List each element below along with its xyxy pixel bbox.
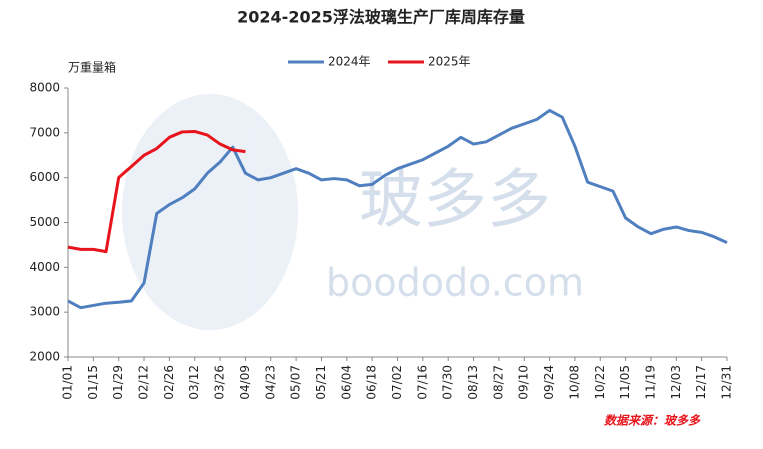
watermark-text: 玻多多 (359, 164, 551, 238)
x-tick-label: 06/04 (339, 365, 353, 400)
watermark: 玻多多 boododo.com (122, 94, 584, 330)
x-tick-label: 09/10 (517, 365, 531, 400)
x-tick-label: 12/31 (720, 365, 734, 400)
x-tick-label: 08/13 (466, 365, 480, 400)
x-tick-label: 12/17 (694, 365, 708, 400)
x-tick-label: 10/08 (567, 365, 581, 400)
x-tick-label: 03/26 (213, 365, 227, 400)
y-tick-label: 2000 (29, 350, 60, 364)
x-tick-label: 07/02 (390, 365, 404, 400)
x-tick-label: 04/23 (263, 365, 277, 400)
watermark-logo (122, 94, 298, 330)
y-tick-label: 5000 (29, 215, 60, 229)
y-tick-label: 7000 (29, 125, 60, 139)
x-tick-label: 11/19 (643, 365, 657, 400)
x-tick-label: 04/09 (238, 365, 252, 400)
x-tick-label: 12/03 (669, 365, 683, 400)
series-line (67, 129, 246, 254)
x-tick-label: 02/12 (137, 365, 151, 400)
x-tick-label: 01/29 (111, 365, 125, 400)
x-tick-label: 01/15 (86, 365, 100, 400)
x-tick-label: 10/22 (593, 365, 607, 400)
x-tick-label: 01/01 (61, 365, 75, 400)
x-tick-label: 02/26 (162, 365, 176, 400)
source-note: 数据来源：玻多多 (604, 414, 701, 428)
y-tick-label: 6000 (29, 170, 60, 184)
watermark-url: boododo.com (326, 261, 584, 305)
x-tick-label: 05/21 (314, 365, 328, 400)
chart-title: 2024-2025浮法玻璃生产厂库周库存量 (237, 8, 525, 27)
x-tick-label: 07/30 (441, 365, 455, 400)
x-tick-label: 07/16 (415, 365, 429, 400)
y-tick-label: 8000 (29, 81, 60, 95)
y-axis-label: 万重量箱 (68, 60, 116, 75)
y-tick-label: 3000 (29, 305, 60, 319)
y-tick-label: 4000 (29, 260, 60, 274)
series-line (67, 108, 728, 310)
x-tick-label: 08/27 (491, 365, 505, 400)
x-tick-label: 11/05 (618, 365, 632, 400)
x-tick-label: 06/18 (365, 365, 379, 400)
x-tick-label: 05/07 (289, 365, 303, 400)
x-tick-label: 03/12 (187, 365, 201, 400)
legend-label: 2024年 (328, 55, 371, 69)
legend-label: 2025年 (428, 55, 471, 69)
x-tick-label: 09/24 (542, 365, 556, 400)
